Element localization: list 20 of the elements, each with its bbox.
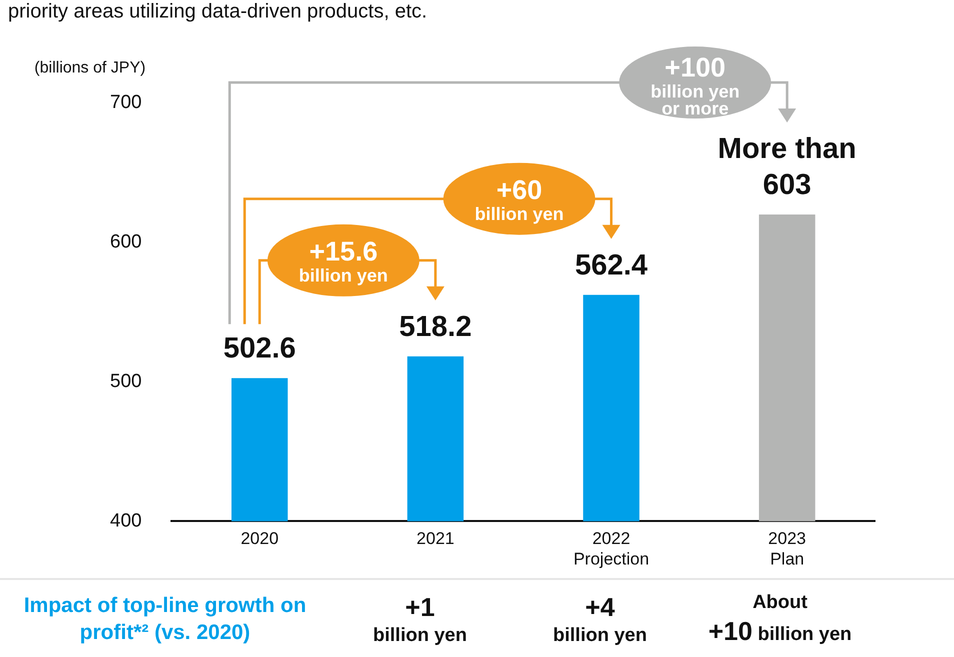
y-tick-label: 400 <box>110 510 142 532</box>
text: +1 billion yen <box>372 591 468 648</box>
x-tick-label: 2021 <box>416 529 454 548</box>
x-tick-label: 2020 <box>240 529 279 548</box>
y-tick-label: 600 <box>110 232 142 253</box>
y-tick-label: 500 <box>110 371 142 392</box>
annotation: +60 billion yen <box>474 174 564 224</box>
x-tick-label: 2023 Plan <box>768 529 806 568</box>
y-tick-label: 700 <box>110 92 142 114</box>
text: priority areas utilizing data-driven products, etc. <box>8 0 428 23</box>
text: +4 billion yen <box>552 591 648 648</box>
text: About +10 billion yen <box>707 591 853 648</box>
annotation: +100 billion yen or more <box>650 52 740 119</box>
data-label: 502.6 <box>223 332 296 365</box>
y-axis-title: (billions of JPY) <box>34 59 146 76</box>
data-label: 562.4 <box>574 249 648 282</box>
x-tick-label: 2022 Projection <box>573 529 650 568</box>
data-label: More than 603 <box>718 133 856 202</box>
annotation: +15.6 billion yen <box>298 236 388 286</box>
text: Impact of top-line growth on profit*² (vs. 2020) <box>22 593 308 646</box>
